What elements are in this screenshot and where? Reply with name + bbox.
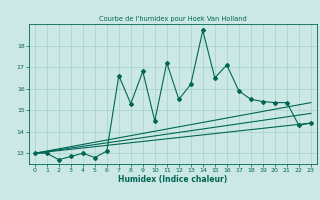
X-axis label: Humidex (Indice chaleur): Humidex (Indice chaleur) bbox=[118, 175, 228, 184]
Title: Courbe de l'humidex pour Hoek Van Holland: Courbe de l'humidex pour Hoek Van Hollan… bbox=[99, 16, 247, 22]
